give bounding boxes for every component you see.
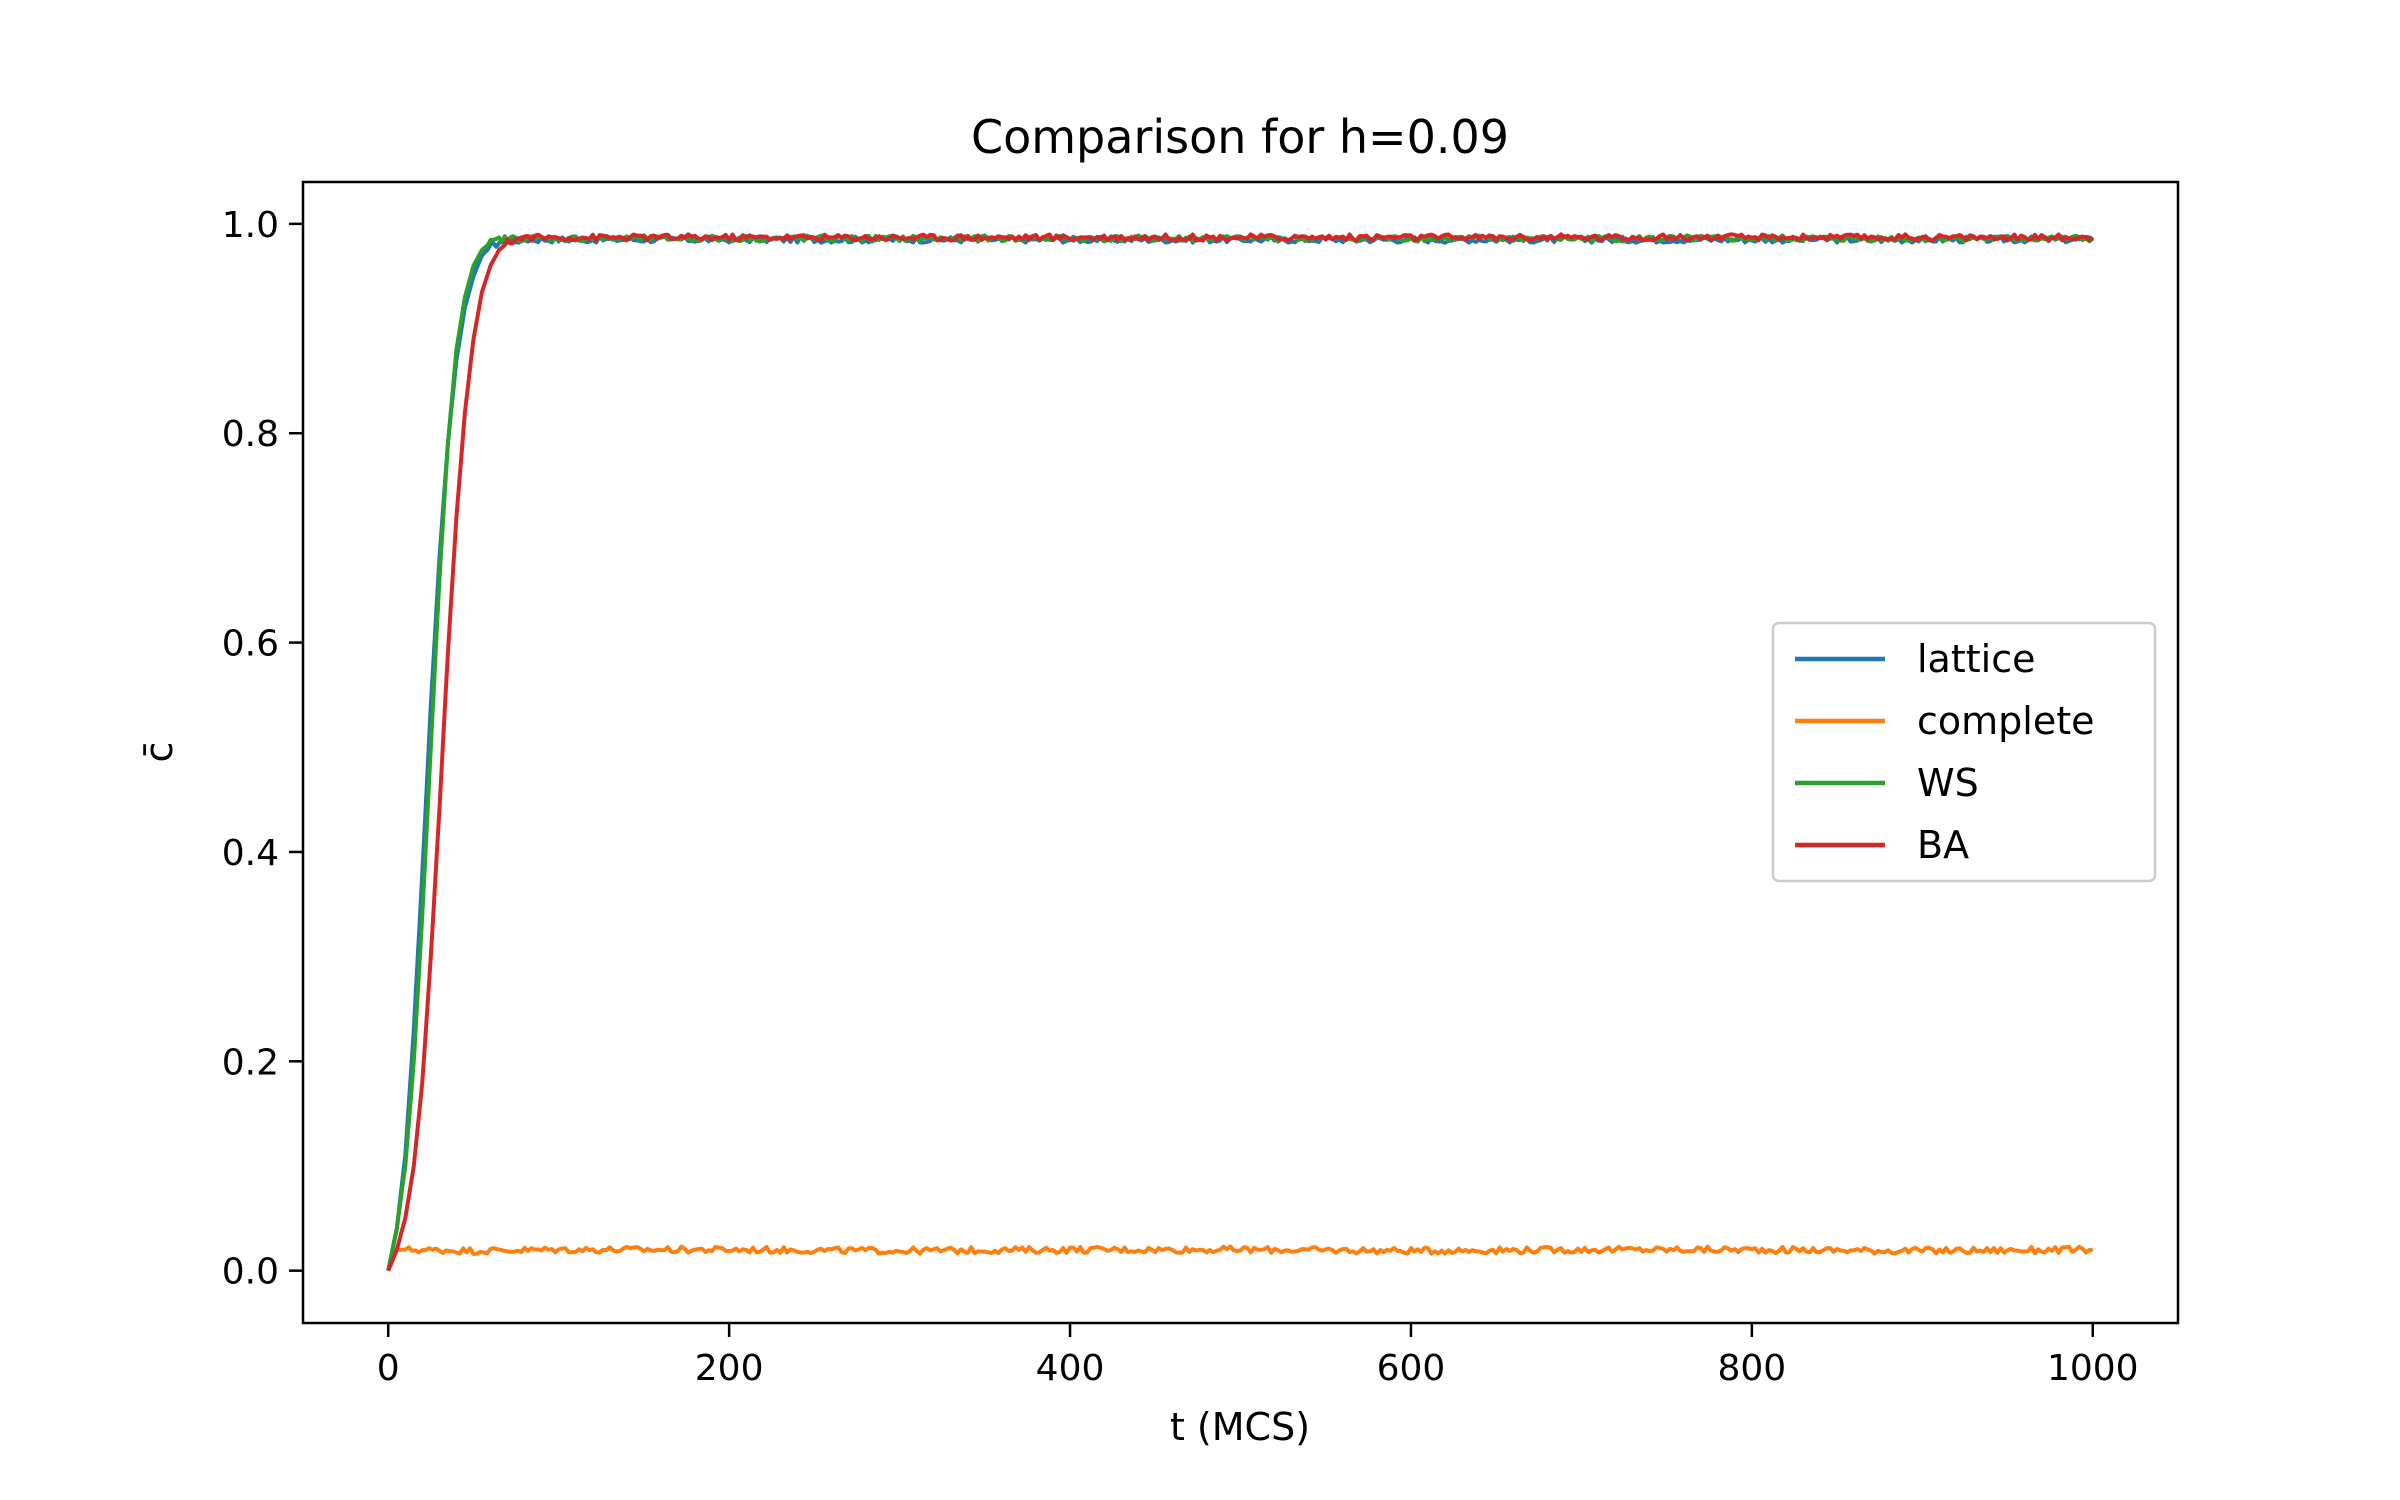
y-axis-ticks: 0.0 0.2 0.4 0.6 0.8 1.0	[222, 205, 303, 1293]
x-tick-label: 0	[377, 1348, 400, 1389]
plot-frame	[301, 180, 2180, 1325]
x-tick-label: 400	[1036, 1348, 1105, 1389]
y-tick-label: 0.4	[222, 833, 279, 874]
legend-label-complete: complete	[1917, 699, 2095, 743]
legend-label-ws: WS	[1917, 761, 1979, 805]
x-tick-label: 600	[1377, 1348, 1446, 1389]
y-tick-label: 0.8	[222, 414, 279, 455]
series-line-ba	[386, 232, 2095, 1272]
y-tick-label: 1.0	[222, 205, 279, 246]
legend-frame	[1771, 621, 2157, 883]
y-axis-label: c̄	[137, 742, 181, 763]
y-tick-label: 0.2	[222, 1042, 279, 1083]
x-axis-label: t (MCS)	[1170, 1405, 1310, 1449]
y-tick-label: 0.0	[222, 1252, 279, 1293]
x-tick-label: 800	[1718, 1348, 1787, 1389]
legend-label-ba: BA	[1917, 823, 1969, 867]
x-tick-label: 1000	[2047, 1348, 2139, 1389]
legend-label-lattice: lattice	[1917, 637, 2035, 681]
legend: lattice complete WS BA	[1771, 621, 2157, 883]
series-layer	[386, 232, 2095, 1272]
chart-title: Comparison for h=0.09	[971, 110, 1509, 164]
x-axis-ticks: 0 200 400 600 800 1000	[377, 1323, 2139, 1389]
x-tick-label: 200	[695, 1348, 764, 1389]
series-line-complete	[386, 1244, 2093, 1272]
y-tick-label: 0.6	[222, 624, 279, 665]
